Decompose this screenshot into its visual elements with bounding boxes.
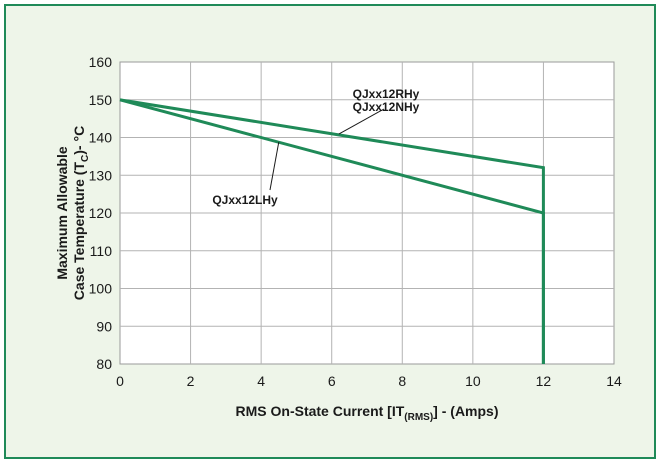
y-tick-label: 150 <box>89 92 113 108</box>
y-tick-label: 110 <box>90 243 113 259</box>
x-tick-label: 8 <box>398 373 406 389</box>
x-tick-label: 0 <box>116 373 124 389</box>
x-tick-label: 12 <box>536 373 552 389</box>
y-tick-labels: 80 90 100 110 120 130 140 150 160 <box>89 54 113 372</box>
x-tick-label: 10 <box>465 373 481 389</box>
y-tick-label: 90 <box>96 318 112 334</box>
y-axis-title-line2: Case Temperature (TC)- °C <box>71 126 91 300</box>
x-tick-label: 14 <box>606 373 622 389</box>
y-tick-label: 100 <box>89 281 113 297</box>
y-tick-label: 160 <box>89 54 113 70</box>
x-tick-label: 4 <box>257 373 265 389</box>
annotation-label: QJxx12NHy <box>353 100 420 114</box>
x-tick-label: 6 <box>328 373 336 389</box>
x-axis-title-tail: ] - (Amps) <box>433 403 498 419</box>
x-tick-label: 2 <box>187 373 195 389</box>
series-line-2 <box>119 98 545 364</box>
annotation-leader-1 <box>338 108 385 135</box>
x-axis-title-main: RMS On-State Current [IT <box>236 403 405 419</box>
annotation-leader-2 <box>269 141 280 191</box>
gridlines <box>120 62 614 364</box>
y-tick-label: 130 <box>89 167 113 183</box>
y-tick-label: 120 <box>89 205 113 221</box>
x-axis-title: RMS On-State Current [IT(RMS)] - (Amps) <box>236 403 499 423</box>
y-axis-title-line1: Maximum Allowable <box>54 146 70 280</box>
series-lines <box>119 98 545 364</box>
x-axis-title-sub: (RMS) <box>404 412 433 423</box>
annotation-label: QJxx12RHy <box>353 87 420 101</box>
y-tick-label: 80 <box>96 356 112 372</box>
y-axis-title-main: Case Temperature (T <box>71 162 87 301</box>
y-axis-title-tail: )- °C <box>71 126 87 155</box>
y-tick-label: 140 <box>89 130 113 146</box>
x-tick-labels: 0 2 4 6 8 10 12 14 <box>116 373 622 389</box>
annotation-label: QJxx12LHy <box>212 193 278 207</box>
y-axis-title-sub: C <box>80 155 91 162</box>
